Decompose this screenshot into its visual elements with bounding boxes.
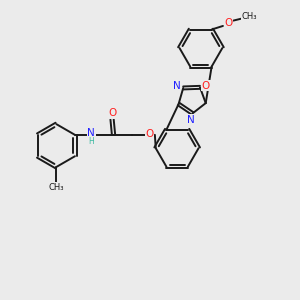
- Text: N: N: [87, 128, 95, 138]
- Text: O: O: [224, 18, 232, 28]
- Text: CH₃: CH₃: [241, 12, 257, 21]
- Text: O: O: [108, 108, 116, 118]
- Text: N: N: [173, 81, 181, 92]
- Text: O: O: [202, 81, 210, 91]
- Text: O: O: [146, 129, 154, 139]
- Text: H: H: [88, 137, 94, 146]
- Text: N: N: [187, 115, 195, 125]
- Text: CH₃: CH₃: [49, 183, 64, 192]
